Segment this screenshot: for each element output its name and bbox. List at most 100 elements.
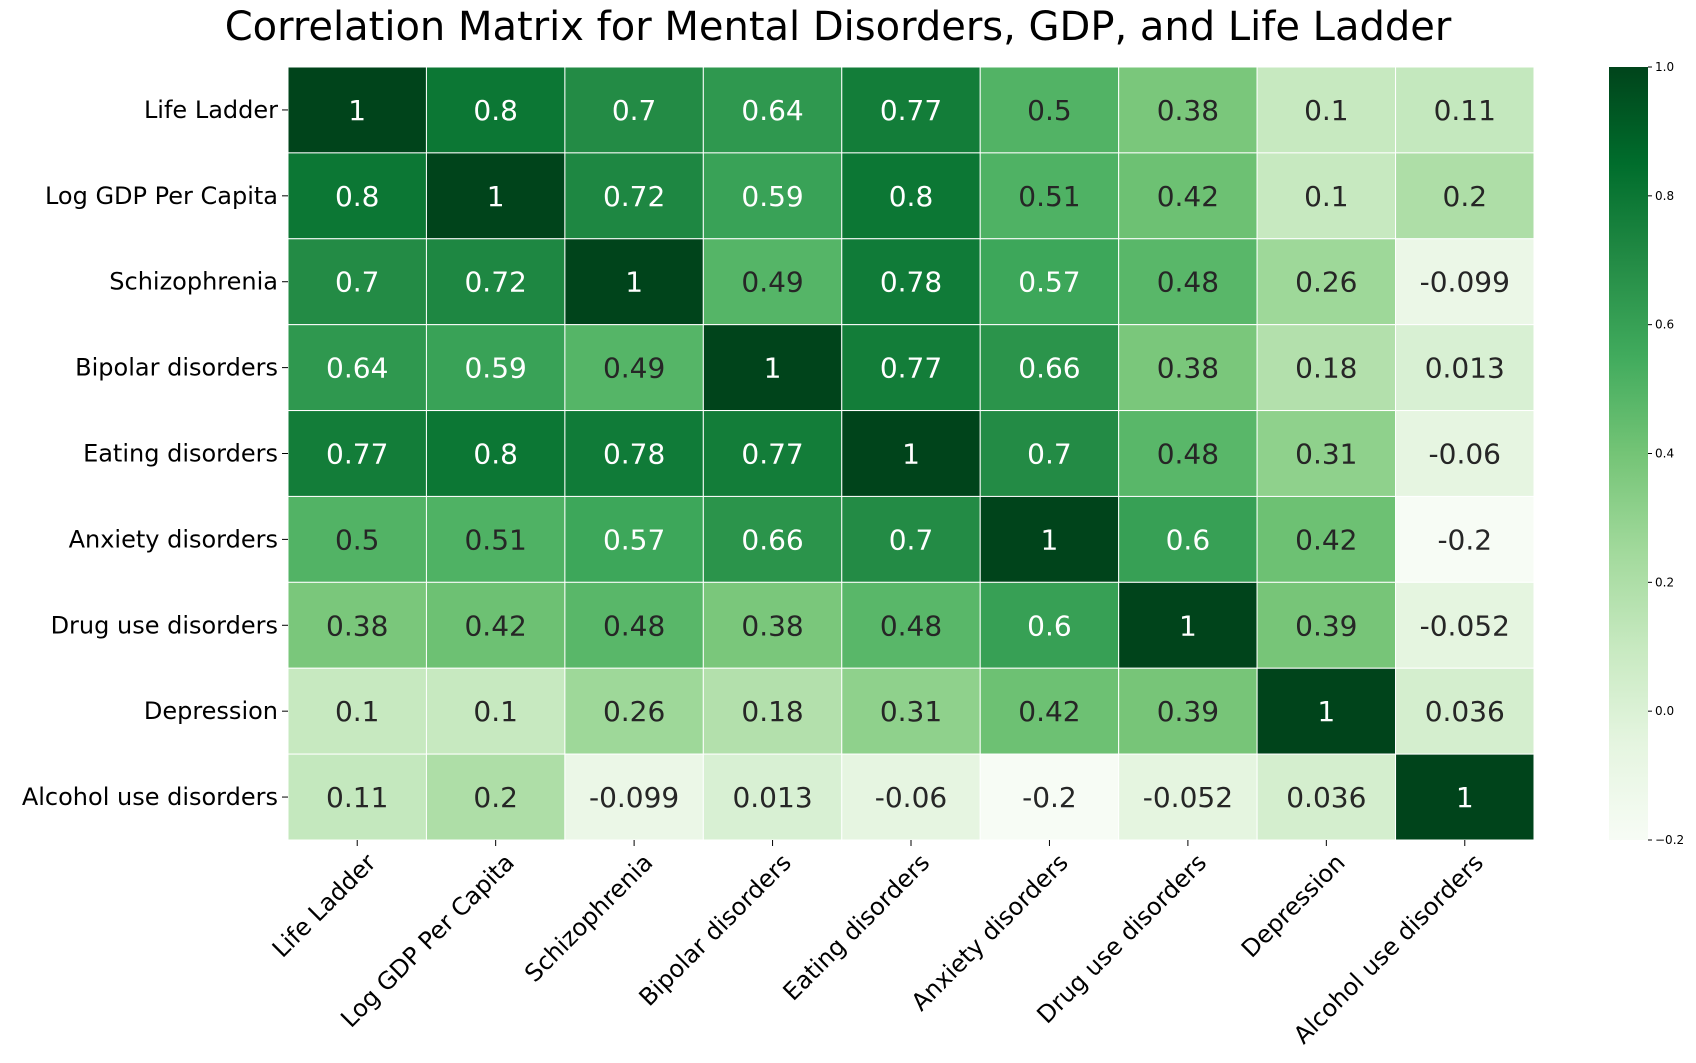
cell-value-label: 0.39 [1295,609,1357,642]
row-label: Alcohol use disorders [22,783,278,811]
cell-value-label: 0.11 [326,781,388,814]
heatmap-cell [564,152,704,240]
heatmap-cell [425,238,566,326]
heatmap-cell [979,410,1120,497]
heatmap-cell [425,324,566,412]
heatmap-cell [1395,152,1535,240]
heatmap-cell [287,324,427,412]
colorbar-tick-label: 0.0 [1655,704,1674,718]
cell-value-label: 1 [1456,781,1474,814]
heatmap-cell [702,667,843,755]
colorbar-gradient [1609,67,1648,840]
heatmap-cell [841,581,981,669]
row-labels: Life Ladder Log GDP Per Capita Schizophren… [22,96,288,811]
cell-value-label: -0.2 [1437,523,1492,556]
heatmap-cell [425,495,566,583]
cell-value-label: 0.31 [880,695,942,728]
row-label: Bipolar disorders [75,354,278,382]
heatmap-cell [564,238,704,326]
cell-value-label: 0.1 [1304,180,1349,213]
cell-value-label: 0.013 [732,781,812,814]
heatmap-cell [425,581,566,669]
cell-value-label: 0.2 [1443,180,1488,213]
heatmap-cell [1118,152,1258,240]
cell-value-label: 0.42 [1018,695,1080,728]
cell-value-label: 0.48 [1157,266,1219,299]
cell-value-label: -0.099 [1420,266,1510,299]
cell-value-label: 0.78 [603,438,665,471]
heatmap-cell [979,753,1120,841]
heatmap-cell [564,581,704,669]
cell-value-label: 1 [1041,523,1059,556]
cell-value-label: 0.57 [1018,266,1080,299]
column-label: Schizophrenia [519,848,658,987]
heatmap-cell [1395,324,1535,412]
heatmap-cell [425,410,566,497]
cell-value-label: 0.11 [1434,94,1496,127]
heatmap-cell [564,495,704,583]
heatmap-cell [1256,66,1397,154]
cell-value-label: 0.31 [1295,438,1357,471]
cell-value-label: -0.052 [1420,609,1510,642]
cell-value-label: 0.38 [326,609,388,642]
heatmap-cell [841,753,981,841]
cell-value-label: -0.06 [1429,438,1501,471]
heatmap-cell [564,753,704,841]
heatmap-cell [979,495,1120,583]
cell-value-label: 0.1 [335,695,380,728]
row-label: Schizophrenia [109,268,278,296]
heatmap-cell [1118,410,1258,497]
heatmap-cell [841,66,981,154]
cell-value-label: 0.8 [473,438,518,471]
cell-value-label: 0.42 [1157,180,1219,213]
heatmap-cell [287,238,427,326]
row-label: Eating disorders [83,440,278,468]
cell-value-label: 0.49 [603,352,665,385]
cell-value-label: 0.5 [1027,94,1072,127]
heatmap-cell [1395,753,1535,841]
cell-value-label: 0.8 [473,94,518,127]
heatmap-cell [702,495,843,583]
cell-value-label: 0.72 [603,180,665,213]
cell-value-label: 1 [487,180,505,213]
row-label: Drug use disorders [51,611,278,639]
cell-value-label: -0.099 [589,781,679,814]
cell-value-label: 0.42 [464,609,526,642]
cell-value-label: 0.77 [326,438,388,471]
cell-value-label: 1 [1179,609,1197,642]
colorbar-tick-label: 0.6 [1655,318,1674,332]
cell-value-label: 0.72 [464,266,526,299]
heatmap-cell [1395,667,1535,755]
colorbar: −0.2 0.0 0.2 0.4 0.6 0.8 1.0 [1609,60,1684,847]
cell-value-label: 0.77 [880,352,942,385]
heatmap-cell [287,66,427,154]
cell-value-label: 0.38 [741,609,803,642]
heatmap-cell [841,238,981,326]
heatmap-cell [702,410,843,497]
colorbar-tick-label: 0.8 [1655,189,1674,203]
cell-value-label: 0.7 [335,266,380,299]
heatmap-cell [1118,667,1258,755]
colorbar-tick-label: 1.0 [1655,60,1674,74]
column-label: Life Ladder [267,848,382,963]
heatmap-cell [425,753,566,841]
cell-value-label: -0.2 [1022,781,1077,814]
heatmap-cell [425,66,566,154]
cell-value-label: 0.26 [1295,266,1357,299]
cell-value-label: 0.64 [326,352,388,385]
cell-value-label: 0.26 [603,695,665,728]
row-label: Anxiety disorders [69,525,278,553]
heatmap-cell [979,152,1120,240]
heatmap-cell [287,581,427,669]
cell-value-label: 0.7 [889,523,934,556]
cell-value-label: 0.66 [1018,352,1080,385]
heatmap-cell [1118,238,1258,326]
cell-value-label: 0.036 [1425,695,1505,728]
cell-value-label: 0.38 [1157,94,1219,127]
heatmap-cell [702,753,843,841]
row-label: Depression [144,697,278,725]
cell-value-label: 0.18 [741,695,803,728]
column-label: Eating disorders [778,848,936,1006]
heatmap-cell [841,495,981,583]
